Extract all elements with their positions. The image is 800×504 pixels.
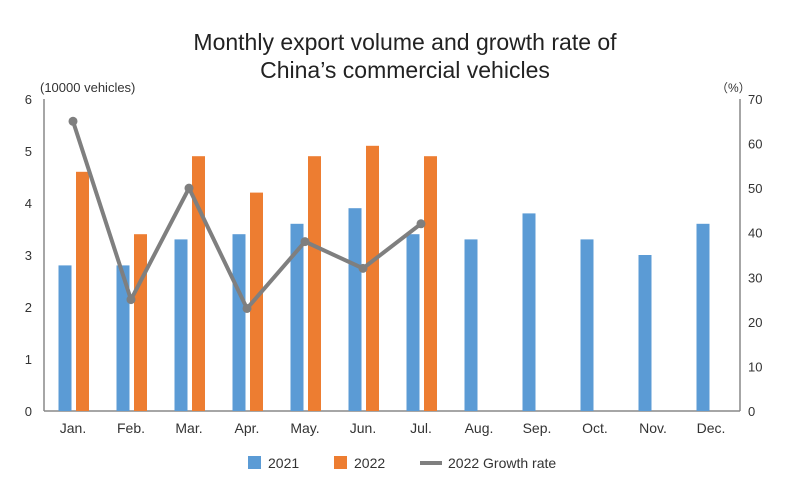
chart-title-line-2: China’s commercial vehicles [260, 57, 550, 83]
legend-swatch-2021 [248, 456, 261, 469]
growth-rate-point [358, 263, 368, 273]
y2-tick-label: 0 [748, 404, 755, 419]
x-tick-label: Jul. [410, 420, 432, 436]
y2-tick-label: 30 [748, 270, 762, 285]
x-tick-label: Mar. [175, 420, 202, 436]
bar-2022 [76, 171, 89, 411]
y2-tick-label: 40 [748, 226, 762, 241]
x-tick-label: Apr. [235, 420, 260, 436]
growth-rate-point [242, 303, 252, 313]
x-tick-label: May. [290, 420, 319, 436]
growth-rate-point [416, 219, 426, 229]
y-tick-label: 1 [25, 352, 32, 367]
bar-2021 [522, 213, 536, 411]
bar-2021 [290, 223, 304, 411]
y2-tick-label: 70 [748, 92, 762, 107]
legend-swatch-2022 [334, 456, 347, 469]
growth-rate-point [68, 116, 78, 126]
chart-title-line-1: Monthly export volume and growth rate of [193, 29, 617, 55]
x-tick-label: Nov. [639, 420, 667, 436]
bar-2021 [406, 234, 420, 411]
y-tick-label: 6 [25, 92, 32, 107]
y2-tick-label: 10 [748, 359, 762, 374]
y-tick-label: 5 [25, 144, 32, 159]
x-tick-label: Jun. [350, 420, 376, 436]
y-tick-label: 0 [25, 404, 32, 419]
y-tick-label: 4 [25, 196, 32, 211]
growth-rate-point [184, 183, 194, 193]
bar-2021 [696, 223, 710, 411]
bar-2021 [58, 265, 72, 411]
bar-2022 [250, 192, 263, 411]
y2-tick-label: 20 [748, 315, 762, 330]
bar-2022 [366, 145, 379, 412]
bar-2021 [232, 234, 246, 411]
x-tick-label: Feb. [117, 420, 145, 436]
y-axis-label: (10000 vehicles) [40, 80, 135, 95]
y-tick-label: 2 [25, 300, 32, 315]
legend-label-2021: 2021 [268, 455, 299, 471]
x-tick-label: Aug. [465, 420, 494, 436]
growth-rate-point [300, 237, 310, 247]
bar-2021 [116, 265, 130, 411]
y-tick-label: 3 [25, 248, 32, 263]
x-tick-label: Sep. [523, 420, 552, 436]
growth-rate-point [126, 295, 136, 305]
bar-2021 [464, 239, 478, 411]
bar-2022 [308, 156, 321, 411]
bar-2022 [134, 234, 147, 411]
y2-tick-label: 50 [748, 181, 762, 196]
x-tick-label: Dec. [697, 420, 726, 436]
bar-2022 [424, 156, 437, 411]
bar-2021 [174, 239, 188, 411]
bar-2021 [348, 208, 362, 411]
legend-label-2022: 2022 [354, 455, 385, 471]
y2-tick-label: 60 [748, 137, 762, 152]
legend-label-growth-rate: 2022 Growth rate [448, 455, 556, 471]
bar-2021 [580, 239, 594, 411]
bar-2021 [638, 255, 652, 411]
x-tick-label: Oct. [582, 420, 608, 436]
x-tick-label: Jan. [60, 420, 86, 436]
y2-axis-label: （%） [716, 81, 751, 95]
bar-2022 [192, 156, 205, 411]
